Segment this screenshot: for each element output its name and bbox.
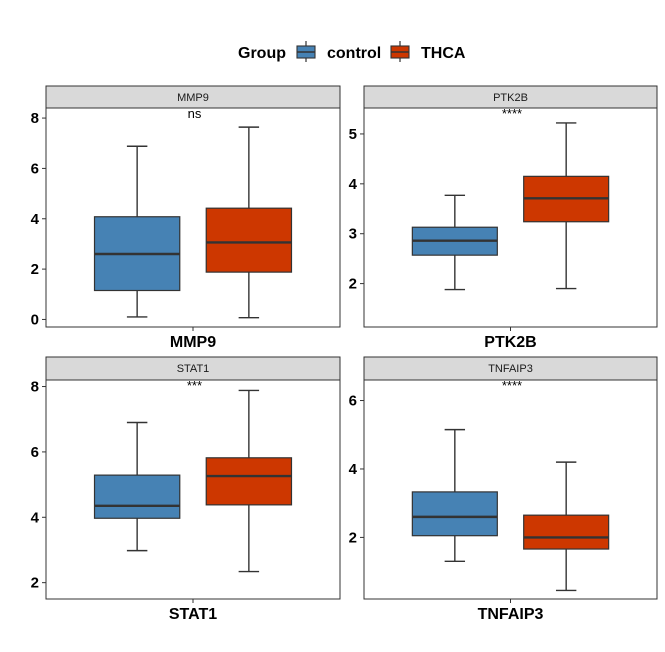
legend-label-thca: THCA bbox=[421, 45, 466, 62]
box-ptk2b-control bbox=[411, 194, 498, 291]
y-tick-label: 6 bbox=[349, 393, 357, 410]
legend-key-thca bbox=[390, 41, 410, 62]
box-iqr bbox=[523, 514, 610, 550]
panel-border-tnfaip3 bbox=[363, 379, 658, 600]
y-tick-label: 4 bbox=[349, 176, 358, 193]
box-mmp9-thca bbox=[205, 126, 293, 319]
legend: Group control THCA bbox=[238, 41, 466, 62]
legend-label-control: control bbox=[327, 45, 381, 62]
legend-title: Group bbox=[238, 45, 286, 62]
strip-title-mmp9: MMP9 bbox=[177, 92, 209, 104]
box-iqr bbox=[205, 207, 293, 273]
significance-label-stat1: *** bbox=[187, 378, 202, 393]
box-stat1-control bbox=[93, 421, 181, 552]
x-category-label-mmp9: MMP9 bbox=[170, 334, 216, 351]
y-tick-label: 8 bbox=[31, 379, 39, 396]
box-mmp9-control bbox=[93, 145, 181, 318]
panel-mmp9: MMP9 0 2 4 6 8 MMP9 ns bbox=[31, 85, 341, 351]
box-stat1-thca bbox=[205, 389, 293, 573]
x-category-label-stat1: STAT1 bbox=[169, 606, 217, 623]
y-tick-label: 5 bbox=[349, 126, 357, 143]
y-tick-label: 8 bbox=[31, 110, 39, 127]
strip-title-tnfaip3: TNFAIP3 bbox=[488, 363, 533, 375]
y-tick-label: 4 bbox=[31, 509, 40, 526]
panel-border-stat1 bbox=[45, 379, 341, 600]
strip-title-stat1: STAT1 bbox=[177, 363, 210, 375]
box-iqr bbox=[411, 491, 498, 537]
significance-label-mmp9: ns bbox=[188, 106, 202, 121]
panel-border-mmp9 bbox=[45, 107, 341, 328]
y-tick-label: 4 bbox=[31, 211, 40, 228]
significance-label-ptk2b: **** bbox=[502, 106, 522, 121]
y-tick-label: 2 bbox=[349, 276, 357, 293]
panel-ptk2b: PTK2B 2 3 4 5 PTK2B **** bbox=[349, 85, 658, 351]
x-category-label-ptk2b: PTK2B bbox=[484, 334, 536, 351]
significance-label-tnfaip3: **** bbox=[502, 378, 522, 393]
x-category-label-tnfaip3: TNFAIP3 bbox=[478, 606, 544, 623]
strip-title-ptk2b: PTK2B bbox=[493, 92, 528, 104]
y-tick-label: 2 bbox=[31, 261, 39, 278]
box-iqr bbox=[205, 457, 293, 506]
y-tick-label: 6 bbox=[31, 160, 39, 177]
box-tnfaip3-control bbox=[411, 428, 498, 563]
box-ptk2b-thca bbox=[523, 122, 610, 290]
box-tnfaip3-thca bbox=[523, 461, 610, 592]
facet-panels: MMP9 0 2 4 6 8 MMP9 ns PTK2B 2 3 4 5 PTK2B **** STAT1 2 4… bbox=[31, 85, 658, 623]
y-tick-label: 2 bbox=[349, 529, 357, 546]
y-tick-label: 2 bbox=[31, 575, 39, 592]
panel-stat1: STAT1 2 4 6 8 STAT1 *** bbox=[31, 356, 341, 623]
y-tick-label: 4 bbox=[349, 461, 358, 478]
y-tick-label: 0 bbox=[31, 311, 39, 328]
panel-tnfaip3: TNFAIP3 2 4 6 TNFAIP3 **** bbox=[349, 356, 658, 623]
box-iqr bbox=[93, 474, 181, 519]
y-tick-label: 6 bbox=[31, 444, 39, 461]
panel-border-ptk2b bbox=[363, 107, 658, 328]
legend-key-control bbox=[296, 41, 316, 62]
y-tick-label: 3 bbox=[349, 226, 357, 243]
